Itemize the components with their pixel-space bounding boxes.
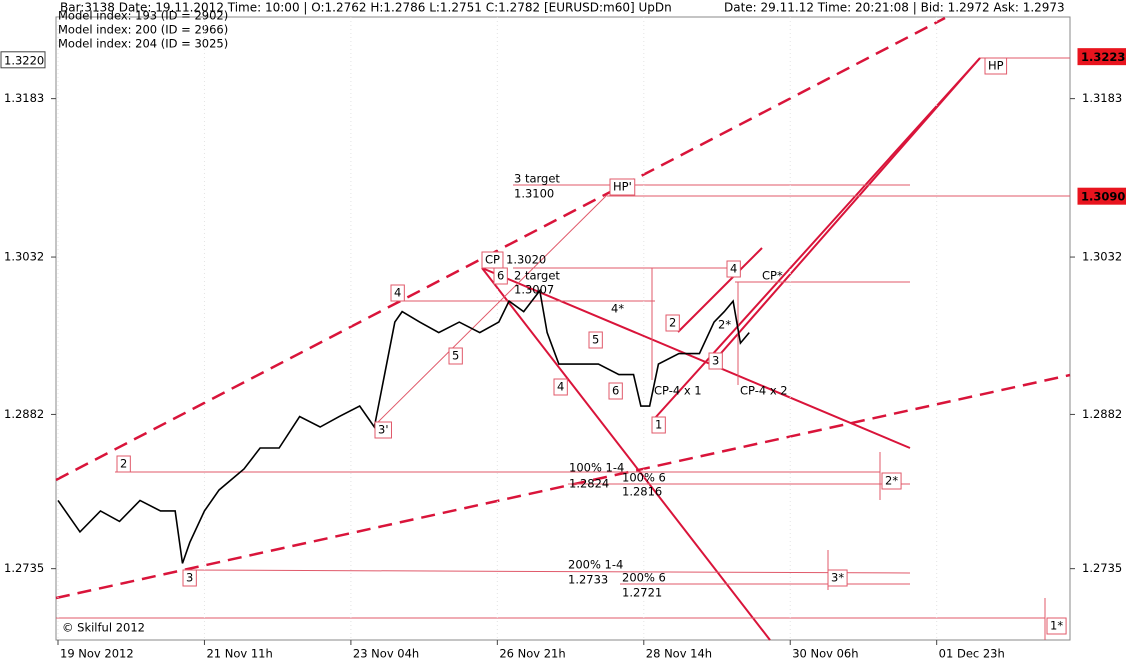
y-tick-label: 1.2735 xyxy=(1082,561,1122,575)
annotation-box xyxy=(651,416,666,434)
annotation-box xyxy=(726,260,741,278)
x-tick-label: 26 Nov 21h xyxy=(499,647,565,661)
annotation: 2* xyxy=(718,318,731,332)
price-tag-label: 1.3223 xyxy=(1081,50,1125,64)
annotation: HP' xyxy=(613,180,632,194)
annotation: 3' xyxy=(378,423,388,437)
price-tag xyxy=(1077,48,1126,66)
annotation: CP* xyxy=(762,269,783,283)
annotation: 2* xyxy=(885,474,898,488)
price-tag xyxy=(0,51,46,69)
annotation: 5 xyxy=(452,349,459,363)
x-tick-label: 19 Nov 2012 xyxy=(60,647,134,661)
annotation-box xyxy=(665,314,680,332)
model-info: Model index: 193 (ID = 2902) xyxy=(58,9,228,23)
annotation: CP xyxy=(485,253,500,267)
annotation: 6 xyxy=(497,269,504,283)
model-info: Model index: 204 (ID = 3025) xyxy=(58,37,228,51)
annotation-box xyxy=(481,251,504,269)
annotation-box xyxy=(116,455,131,473)
annotation: 200% 1-4 xyxy=(568,558,623,572)
annotation: 1.2816 xyxy=(622,485,662,499)
x-tick-label: 28 Nov 14h xyxy=(646,647,712,661)
header-left: Bar:3138 Date: 19.11.2012 Time: 10:00 | … xyxy=(60,1,672,15)
annotation: 5 xyxy=(592,333,599,347)
x-tick-label: 01 Dec 23h xyxy=(939,647,1005,661)
annotation-box xyxy=(984,57,1008,75)
x-tick-label: 21 Nov 11h xyxy=(206,647,272,661)
annotation: 100% 6 xyxy=(622,471,666,485)
annotation-box xyxy=(1046,617,1067,635)
y-tick-label-left: 1.2882 xyxy=(4,407,44,421)
annotation: 6 xyxy=(612,384,619,398)
annotation-box xyxy=(608,382,623,400)
annotation: CP-4 x 1 xyxy=(654,384,702,398)
annotation-box xyxy=(588,331,603,349)
annotation-box xyxy=(553,378,568,396)
header-right: Date: 29.11.12 Time: 20:21:08 | Bid: 1.2… xyxy=(724,1,1065,15)
annotation-box xyxy=(493,267,508,285)
y-tick-label: 1.2882 xyxy=(1082,407,1122,421)
annotation-box xyxy=(609,178,636,196)
price-tag-label: 1.3090 xyxy=(1081,190,1125,204)
annotation: 3 xyxy=(186,571,193,585)
x-tick-label: 30 Nov 06h xyxy=(792,647,858,661)
annotation: 4 xyxy=(394,286,401,300)
annotation: 1.3007 xyxy=(514,283,554,297)
annotation: 2 xyxy=(669,316,676,330)
annotation: 100% 1-4 xyxy=(569,461,624,475)
annotation: 200% 6 xyxy=(622,571,666,585)
model-info: Model index: 200 (ID = 2966) xyxy=(58,23,228,37)
y-tick-label-left: 1.2735 xyxy=(4,561,44,575)
annotation: 2 target xyxy=(514,269,560,283)
annotation: 1.2721 xyxy=(622,586,662,600)
drawing-lines xyxy=(55,16,1071,641)
annotation: 3 target xyxy=(514,172,560,186)
annotation-box xyxy=(708,352,723,370)
y-tick-label: 1.3183 xyxy=(1082,91,1122,105)
annotation: 3* xyxy=(831,571,844,585)
annotation-box xyxy=(182,569,197,587)
annotation: 1.2733 xyxy=(568,573,608,587)
price-tag-label: 1.3220 xyxy=(4,53,44,67)
annotation: 1.3020 xyxy=(506,253,546,267)
annotation-box xyxy=(827,569,848,587)
annotation-box xyxy=(448,347,463,365)
y-tick-label-left: 1.3032 xyxy=(4,250,44,264)
y-tick-label: 1.3032 xyxy=(1082,250,1122,264)
annotation: 1 xyxy=(655,418,662,432)
x-tick-label: 23 Nov 04h xyxy=(353,647,419,661)
annotation: 4* xyxy=(611,302,624,316)
annotation: 1.2824 xyxy=(569,477,609,491)
annotation: 4 xyxy=(557,380,564,394)
y-tick-label-left: 1.3183 xyxy=(4,91,44,105)
annotation-box xyxy=(374,421,392,439)
annotation: HP xyxy=(988,59,1004,73)
annotation: 1* xyxy=(1050,619,1063,633)
annotation: 3 xyxy=(712,354,719,368)
price-tag xyxy=(1077,187,1126,205)
copyright: © Skilful 2012 xyxy=(62,621,145,635)
annotation: 4 xyxy=(730,262,737,276)
annotation: CP-4 x 2 xyxy=(740,384,788,398)
price-line xyxy=(57,288,750,564)
annotation-box xyxy=(881,472,902,490)
annotation: 1.3100 xyxy=(514,187,554,201)
annotation-box xyxy=(390,284,405,302)
annotation: 2 xyxy=(120,457,127,471)
